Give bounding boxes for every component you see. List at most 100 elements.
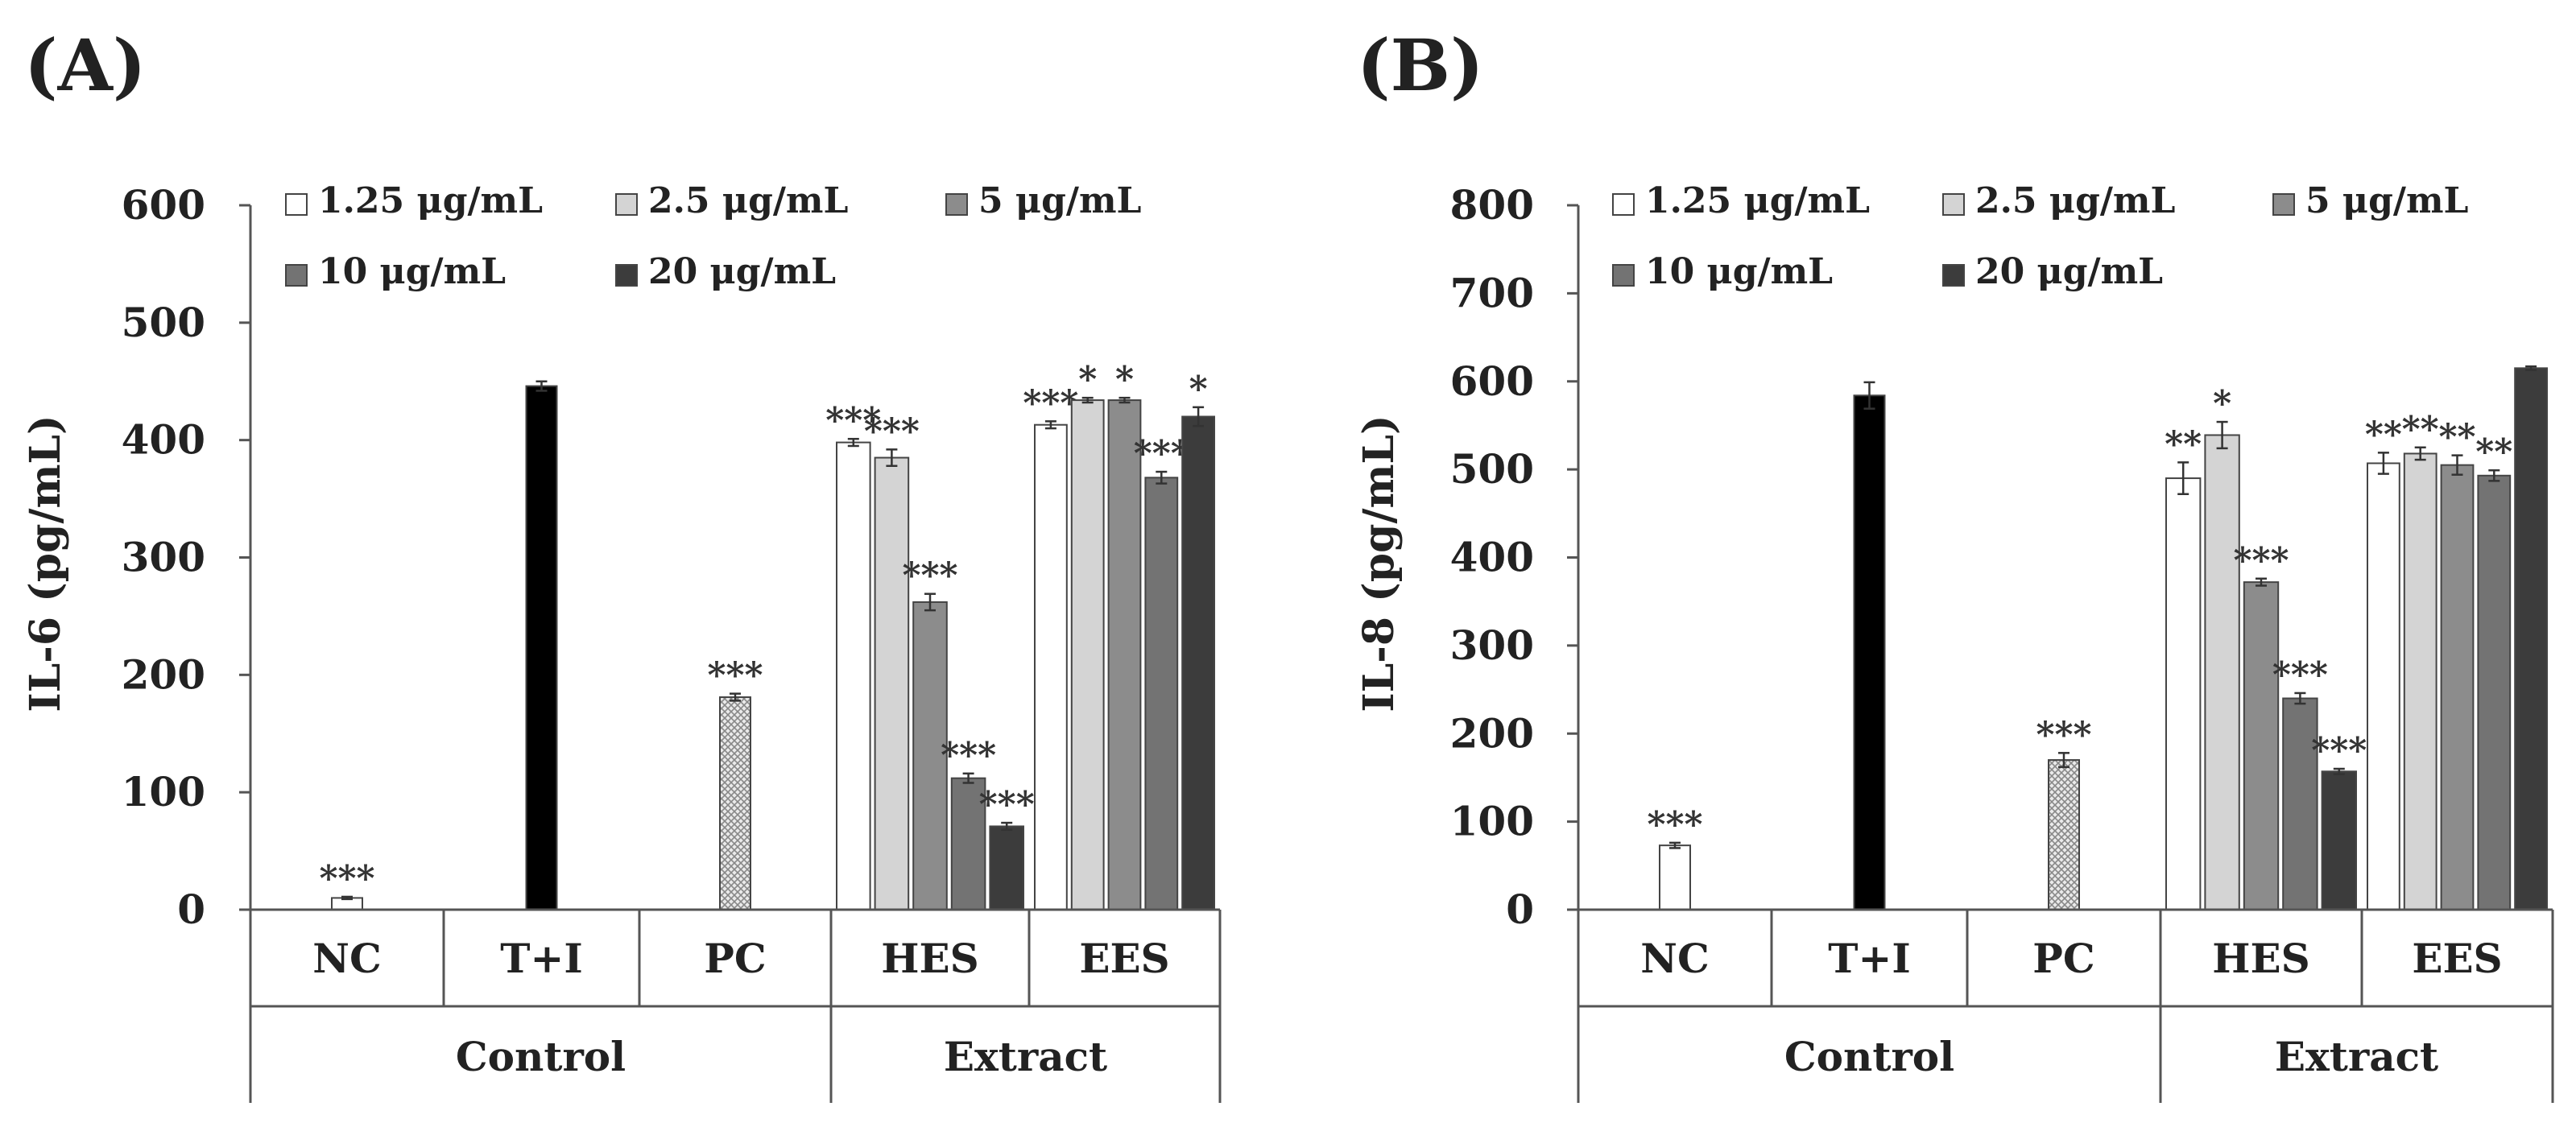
legend-label: 2.5 μg/mL bbox=[648, 180, 848, 221]
significance-label: *** bbox=[902, 555, 957, 597]
panel-label-b: (B) bbox=[1357, 23, 1484, 107]
group-label-extract: Extract bbox=[944, 1033, 1107, 1080]
y-tick-label: 800 bbox=[1450, 181, 1534, 229]
category-label: EES bbox=[2412, 935, 2502, 982]
legend-label: 2.5 μg/mL bbox=[1975, 180, 2175, 221]
significance-label: *** bbox=[1647, 804, 1702, 845]
group-label-control: Control bbox=[1784, 1033, 1954, 1080]
axes-b bbox=[1577, 205, 2554, 1103]
categories-a: NC T+I PC HES EES Control Extract bbox=[312, 935, 1169, 1080]
significance-label: *** bbox=[2233, 540, 2289, 581]
bar bbox=[1034, 423, 1068, 910]
significance-label: *** bbox=[707, 655, 763, 696]
bar bbox=[2048, 759, 2080, 910]
legend-swatch bbox=[285, 193, 308, 216]
bar bbox=[989, 825, 1025, 911]
y-tick-label: 300 bbox=[1450, 621, 1534, 669]
y-tick-label: 200 bbox=[1450, 709, 1534, 757]
legend-label: 5 μg/mL bbox=[2305, 180, 2468, 221]
significance-label: *** bbox=[2311, 730, 2367, 771]
legend-label: 10 μg/mL bbox=[1645, 251, 1833, 292]
bar bbox=[2282, 697, 2318, 910]
legend-swatch bbox=[945, 193, 968, 216]
legend-swatch bbox=[285, 264, 308, 287]
significance-label: *** bbox=[1023, 382, 1078, 423]
legend-swatch bbox=[615, 193, 638, 216]
significance-label: *** bbox=[825, 400, 881, 441]
axes-a bbox=[249, 205, 1222, 1103]
y-tick-label: 700 bbox=[1450, 269, 1534, 316]
bar bbox=[836, 441, 871, 910]
bar bbox=[2165, 477, 2202, 910]
y-axis-label-a: IL-6 (pg/mL) bbox=[21, 415, 70, 712]
y-tick-label: 400 bbox=[1450, 534, 1534, 581]
category-label: NC bbox=[1640, 935, 1710, 982]
significance-label: *** bbox=[2272, 654, 2328, 696]
bar bbox=[2514, 367, 2548, 910]
y-tick-label: 300 bbox=[122, 534, 205, 581]
bars-a: ************************* ***** bbox=[319, 359, 1215, 911]
category-label: T+I bbox=[1828, 935, 1911, 982]
category-label: HES bbox=[881, 935, 978, 982]
bar bbox=[950, 777, 986, 911]
bar bbox=[1853, 394, 1886, 910]
legend-label: 20 μg/mL bbox=[1975, 251, 2163, 292]
y-ticks-a: 0 100 200 300 400 500 600 bbox=[122, 181, 250, 933]
bar bbox=[2367, 462, 2400, 910]
legend-b: 1.25 μg/mL 2.5 μg/mL 5 μg/mL 10 μg/mL 20 μg/… bbox=[1612, 180, 2468, 292]
legend-label: 5 μg/mL bbox=[978, 180, 1141, 221]
y-tick-label: 500 bbox=[122, 299, 205, 346]
y-tick-label: 500 bbox=[1450, 445, 1534, 493]
bar bbox=[874, 456, 910, 910]
significance-label: * bbox=[1078, 359, 1097, 400]
bar bbox=[2403, 452, 2437, 910]
legend-label: 1.25 μg/mL bbox=[1645, 180, 1870, 221]
bar bbox=[912, 601, 948, 911]
y-tick-label: 200 bbox=[122, 650, 205, 698]
significance-label: ** bbox=[2438, 417, 2475, 458]
bar bbox=[2243, 581, 2280, 910]
significance-label: *** bbox=[2036, 714, 2091, 755]
panel-b: (B) IL-8 (pg/mL) 0 100 200 300 400 500 600 700 8… bbox=[1354, 23, 2554, 1103]
significance-label: ** bbox=[2402, 409, 2439, 450]
significance-label: *** bbox=[941, 735, 996, 776]
legend-swatch bbox=[2272, 193, 2295, 216]
category-label: PC bbox=[2032, 935, 2094, 982]
bar bbox=[2204, 434, 2240, 910]
legend-label: 20 μg/mL bbox=[648, 251, 836, 292]
legend-swatch bbox=[1942, 264, 1965, 287]
category-label: EES bbox=[1079, 935, 1169, 982]
panel-label-a: (A) bbox=[24, 23, 147, 107]
y-tick-label: 100 bbox=[1450, 798, 1534, 845]
legend-swatch bbox=[1942, 193, 1965, 216]
y-ticks-b: 0 100 200 300 400 500 600 700 800 bbox=[1450, 181, 1578, 933]
y-tick-label: 600 bbox=[1450, 357, 1534, 405]
category-label: PC bbox=[704, 935, 766, 982]
y-tick-label: 400 bbox=[122, 416, 205, 464]
bar bbox=[719, 696, 751, 911]
bar bbox=[2321, 770, 2358, 910]
categories-b: NC T+I PC HES EES Control Extract bbox=[1640, 935, 2502, 1080]
legend-swatch bbox=[615, 264, 638, 287]
significance-label: *** bbox=[864, 411, 920, 452]
bar bbox=[525, 385, 558, 911]
significance-label: ** bbox=[2165, 423, 2202, 464]
significance-label: *** bbox=[1134, 433, 1189, 474]
bar bbox=[1181, 415, 1215, 910]
y-tick-label: 600 bbox=[122, 181, 205, 229]
y-tick-label: 0 bbox=[177, 886, 205, 933]
significance-label: *** bbox=[979, 784, 1035, 825]
significance-label: ** bbox=[2475, 431, 2512, 473]
bar bbox=[2440, 464, 2475, 910]
group-label-control: Control bbox=[456, 1033, 626, 1080]
legend-swatch bbox=[1612, 264, 1635, 287]
significance-label: * bbox=[1189, 369, 1208, 410]
bar bbox=[1144, 477, 1179, 910]
significance-label: *** bbox=[319, 858, 374, 899]
legend-swatch bbox=[1612, 193, 1635, 216]
y-axis-label-b: IL-8 (pg/mL) bbox=[1354, 415, 1404, 712]
legend-label: 1.25 μg/mL bbox=[318, 180, 543, 221]
bar bbox=[1659, 844, 1691, 910]
